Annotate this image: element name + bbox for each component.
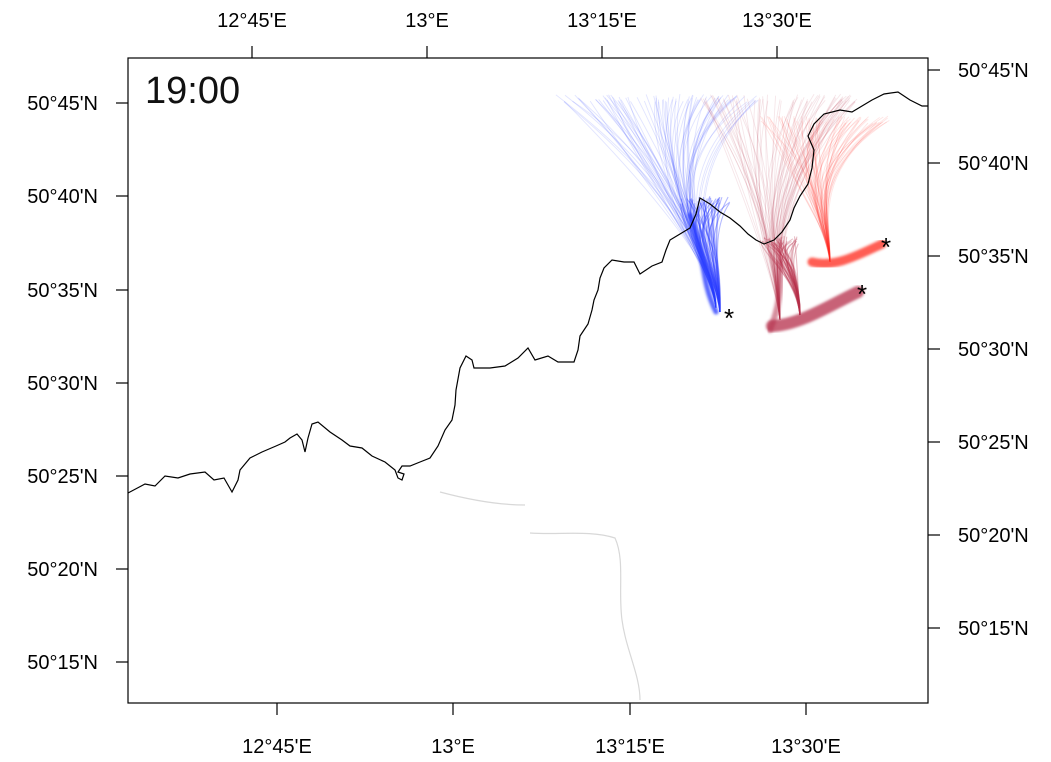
right-lat-tick-label: 50°40'N bbox=[958, 153, 1029, 175]
time-label: 19:00 bbox=[145, 70, 240, 112]
bottom-lon-tick-label: 12°45'E bbox=[242, 736, 312, 758]
maroon-plume-tail bbox=[767, 259, 784, 333]
top-lon-tick-label: 13°15'E bbox=[567, 10, 637, 32]
tick-marks bbox=[116, 46, 940, 715]
bottom-lon-tick-label: 13°30'E bbox=[771, 736, 841, 758]
bottom-lon-tick-label: 13°E bbox=[431, 736, 475, 758]
right-lat-tick-label: 50°45'N bbox=[958, 60, 1029, 82]
left-lat-tick-label: 50°45'N bbox=[27, 93, 98, 115]
secondary-boundary bbox=[439, 491, 641, 701]
left-lat-tick-label: 50°35'N bbox=[27, 280, 98, 302]
top-lon-tick-label: 12°45'E bbox=[217, 10, 287, 32]
blue-plume-core bbox=[687, 212, 719, 315]
right-lat-tick-label: 50°30'N bbox=[958, 339, 1029, 361]
top-lon-tick-label: 13°30'E bbox=[742, 10, 812, 32]
top-lon-tick-label: 13°E bbox=[405, 10, 449, 32]
bottom-lon-tick-label: 13°15'E bbox=[595, 736, 665, 758]
left-lat-tick-label: 50°15'N bbox=[27, 652, 98, 674]
plot-frame bbox=[127, 57, 929, 704]
right-lat-tick-label: 50°25'N bbox=[958, 432, 1029, 454]
left-lat-tick-label: 50°25'N bbox=[27, 466, 98, 488]
maroon-plume-core bbox=[766, 286, 864, 332]
source-marker-red: * bbox=[881, 232, 891, 262]
left-lat-tick-label: 50°40'N bbox=[27, 186, 98, 208]
right-lat-tick-label: 50°20'N bbox=[958, 525, 1029, 547]
left-lat-tick-label: 50°20'N bbox=[27, 559, 98, 581]
source-marker-blue: * bbox=[724, 303, 734, 333]
country-border bbox=[128, 91, 928, 494]
left-lat-tick-label: 50°30'N bbox=[27, 373, 98, 395]
source-marker-maroon: * bbox=[857, 279, 867, 309]
red-trajectory-fan bbox=[760, 115, 890, 263]
red-plume-core bbox=[807, 239, 887, 268]
right-lat-tick-label: 50°15'N bbox=[958, 618, 1029, 640]
right-lat-tick-label: 50°35'N bbox=[958, 246, 1029, 268]
